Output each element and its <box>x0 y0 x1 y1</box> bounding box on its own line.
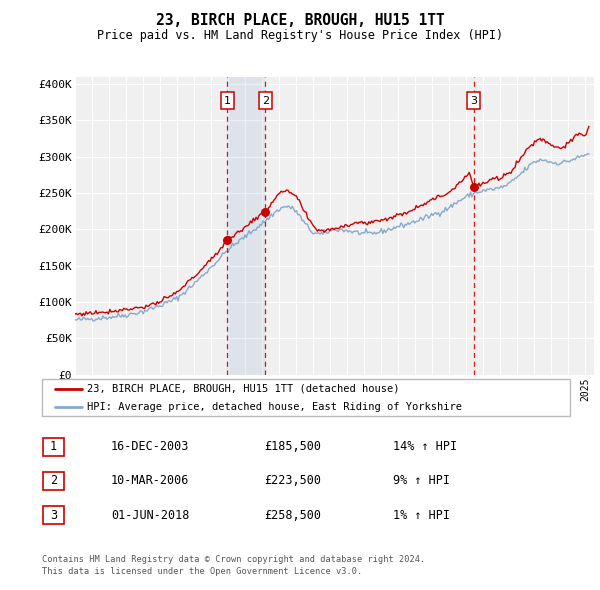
Text: 23, BIRCH PLACE, BROUGH, HU15 1TT: 23, BIRCH PLACE, BROUGH, HU15 1TT <box>155 13 445 28</box>
Text: £185,500: £185,500 <box>264 440 321 453</box>
Text: 3: 3 <box>50 509 57 522</box>
Text: 1% ↑ HPI: 1% ↑ HPI <box>393 509 450 522</box>
Text: 2: 2 <box>262 96 269 106</box>
FancyBboxPatch shape <box>43 438 64 455</box>
Bar <box>227 77 265 375</box>
Text: 01-JUN-2018: 01-JUN-2018 <box>111 509 190 522</box>
Text: 9% ↑ HPI: 9% ↑ HPI <box>393 474 450 487</box>
Text: 16-DEC-2003: 16-DEC-2003 <box>111 440 190 453</box>
FancyBboxPatch shape <box>43 472 64 490</box>
Text: £223,500: £223,500 <box>264 474 321 487</box>
FancyBboxPatch shape <box>43 506 64 524</box>
Text: Contains HM Land Registry data © Crown copyright and database right 2024.
This d: Contains HM Land Registry data © Crown c… <box>42 555 425 576</box>
Text: Price paid vs. HM Land Registry's House Price Index (HPI): Price paid vs. HM Land Registry's House … <box>97 29 503 42</box>
FancyBboxPatch shape <box>42 379 570 416</box>
Text: 14% ↑ HPI: 14% ↑ HPI <box>393 440 457 453</box>
Text: 10-MAR-2006: 10-MAR-2006 <box>111 474 190 487</box>
Text: 2: 2 <box>50 474 57 487</box>
Text: 3: 3 <box>470 96 477 106</box>
Text: HPI: Average price, detached house, East Riding of Yorkshire: HPI: Average price, detached house, East… <box>87 402 462 412</box>
Text: 1: 1 <box>50 440 57 453</box>
Text: 23, BIRCH PLACE, BROUGH, HU15 1TT (detached house): 23, BIRCH PLACE, BROUGH, HU15 1TT (detac… <box>87 384 400 394</box>
Text: 1: 1 <box>224 96 231 106</box>
Text: £258,500: £258,500 <box>264 509 321 522</box>
